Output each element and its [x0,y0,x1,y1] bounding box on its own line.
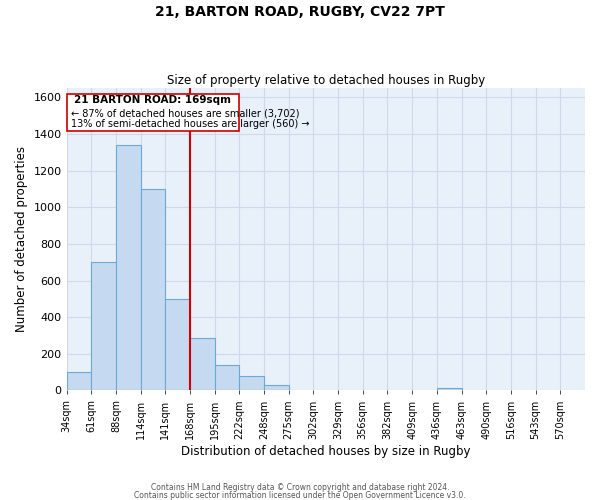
Text: Contains public sector information licensed under the Open Government Licence v3: Contains public sector information licen… [134,492,466,500]
Text: Contains HM Land Registry data © Crown copyright and database right 2024.: Contains HM Land Registry data © Crown c… [151,483,449,492]
Text: 21, BARTON ROAD, RUGBY, CV22 7PT: 21, BARTON ROAD, RUGBY, CV22 7PT [155,5,445,19]
Text: 21 BARTON ROAD: 169sqm: 21 BARTON ROAD: 169sqm [74,96,232,106]
Bar [67,372,91,390]
Bar [437,388,461,390]
Text: 13% of semi-detached houses are larger (560) →: 13% of semi-detached houses are larger (… [71,120,310,130]
Bar [239,376,264,390]
Bar [165,299,190,390]
Bar [67,94,239,131]
X-axis label: Distribution of detached houses by size in Rugby: Distribution of detached houses by size … [181,444,470,458]
Bar [140,189,165,390]
Bar [264,385,289,390]
Title: Size of property relative to detached houses in Rugby: Size of property relative to detached ho… [167,74,485,87]
Bar [215,365,239,390]
Bar [116,145,140,390]
Text: ← 87% of detached houses are smaller (3,702): ← 87% of detached houses are smaller (3,… [71,108,299,118]
Y-axis label: Number of detached properties: Number of detached properties [15,146,28,332]
Bar [91,262,116,390]
Bar [190,338,215,390]
